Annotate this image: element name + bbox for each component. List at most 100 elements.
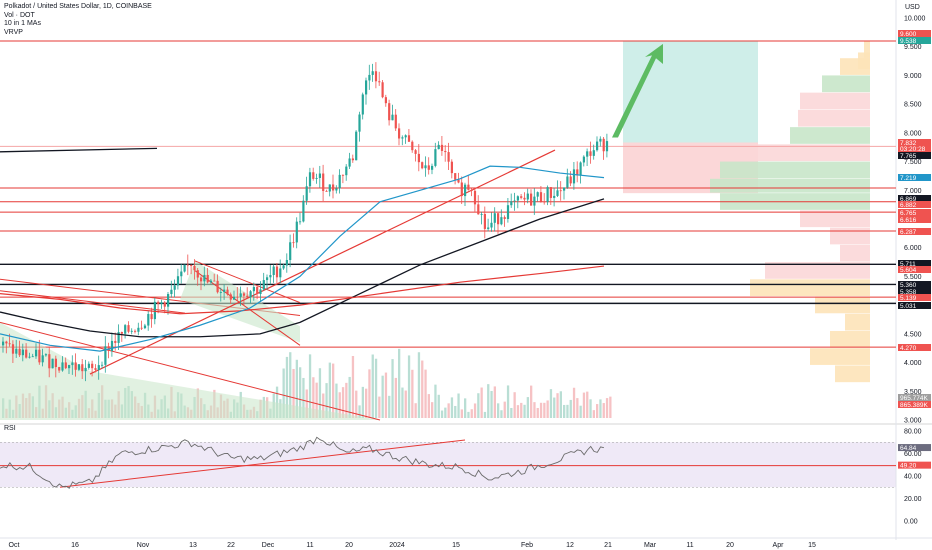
candle-body bbox=[104, 346, 107, 365]
candle-body bbox=[526, 193, 529, 200]
candle-body bbox=[223, 289, 226, 293]
candle-body bbox=[596, 141, 599, 151]
candle-body bbox=[289, 242, 292, 261]
price-tick-label: 3.000 bbox=[904, 418, 922, 425]
volume-profile-bar bbox=[830, 330, 870, 348]
price-tick-label: 9.500 bbox=[904, 44, 922, 51]
candle-body bbox=[186, 264, 189, 266]
candle-body bbox=[454, 173, 457, 180]
symbol-title[interactable]: Polkadot / United States Dollar, 1D, COI… bbox=[4, 3, 152, 10]
volume-bar bbox=[566, 404, 569, 418]
volume-bar bbox=[493, 386, 496, 418]
volume-bar bbox=[351, 355, 355, 418]
candle-body bbox=[589, 151, 592, 156]
time-tick-label: Apr bbox=[773, 542, 785, 549]
candle-body bbox=[450, 161, 453, 174]
candle-body bbox=[440, 144, 444, 151]
volume-bar bbox=[609, 396, 612, 418]
candle-body bbox=[424, 165, 427, 169]
candle-body bbox=[341, 174, 345, 176]
price-tag bbox=[898, 401, 931, 408]
volume-bar bbox=[421, 360, 424, 418]
volume-bar bbox=[516, 405, 520, 418]
candle-body bbox=[302, 200, 305, 222]
candle-body bbox=[117, 332, 120, 343]
candle-body bbox=[242, 293, 246, 296]
price-tag-label: 9.538 bbox=[900, 38, 917, 45]
wedge-line bbox=[0, 321, 381, 421]
price-tag-label: 9.600 bbox=[900, 31, 917, 38]
volume-bar bbox=[338, 392, 341, 418]
vrvp-label[interactable]: VRVP bbox=[4, 28, 23, 36]
volume-bar bbox=[275, 386, 279, 418]
price-tag bbox=[898, 139, 931, 146]
volume-bar bbox=[523, 404, 526, 418]
candle-body bbox=[414, 150, 417, 154]
candle-body bbox=[322, 173, 325, 191]
candle-body bbox=[2, 341, 5, 346]
price-tag-label: 5.358 bbox=[900, 289, 917, 296]
candle-body bbox=[5, 341, 8, 344]
candle-body bbox=[447, 152, 450, 162]
volume-bar bbox=[520, 402, 523, 418]
time-tick-label: 22 bbox=[227, 542, 235, 549]
candle-body bbox=[266, 277, 269, 281]
candle-body bbox=[487, 227, 490, 229]
rsi-tick-label: 60.00 bbox=[904, 451, 922, 458]
candle-body bbox=[516, 196, 519, 201]
volume-bar bbox=[460, 409, 463, 418]
volume-profile-bar bbox=[720, 161, 870, 179]
price-tick-label: 5.500 bbox=[904, 274, 922, 281]
price-tick-label: 8.000 bbox=[904, 130, 922, 137]
volume-profile-bar bbox=[835, 365, 870, 383]
candle-body bbox=[120, 332, 123, 334]
moving-averages-label[interactable]: 10 in 1 MAs bbox=[4, 20, 41, 27]
price-tag bbox=[898, 30, 931, 37]
volume-bar bbox=[358, 405, 361, 418]
volume-bar bbox=[497, 403, 500, 418]
candle-body bbox=[427, 165, 430, 170]
time-tick-label: Oct bbox=[9, 542, 20, 549]
volume-bar bbox=[427, 394, 430, 418]
volume-bar bbox=[513, 392, 516, 418]
candle-body bbox=[592, 150, 595, 156]
candle-body bbox=[490, 222, 493, 228]
candle-body bbox=[371, 71, 374, 75]
candle-body bbox=[18, 348, 21, 356]
candle-body bbox=[150, 314, 153, 320]
candle-body bbox=[81, 364, 84, 372]
candle-body bbox=[312, 172, 315, 179]
volume-bar bbox=[312, 377, 315, 418]
candle-body bbox=[355, 131, 358, 161]
candle-body bbox=[68, 365, 71, 369]
volume-bar bbox=[602, 403, 605, 418]
volume-bar bbox=[335, 383, 338, 418]
volume-bar bbox=[407, 355, 411, 418]
candle-body bbox=[160, 302, 163, 304]
volume-bar bbox=[533, 402, 536, 418]
candle-body bbox=[84, 367, 87, 372]
candle-body bbox=[216, 280, 219, 293]
volume-bar bbox=[394, 377, 397, 418]
volume-bar bbox=[549, 389, 553, 418]
rsi-title[interactable]: RSI bbox=[4, 425, 16, 432]
time-tick-label: 13 bbox=[189, 542, 197, 549]
volume-indicator-label[interactable]: Vol · DOT bbox=[4, 11, 35, 19]
volume-bar bbox=[328, 362, 331, 418]
price-tag-label: 5.360 bbox=[900, 282, 917, 289]
time-tick-label: 21 bbox=[604, 542, 612, 549]
candle-body bbox=[407, 135, 411, 142]
candle-body bbox=[553, 195, 556, 198]
volume-bar bbox=[444, 407, 447, 418]
candle-body bbox=[35, 349, 38, 357]
candle-body bbox=[351, 158, 354, 161]
chart-legend: Polkadot / United States Dollar, 1D, COI… bbox=[4, 3, 152, 37]
volume-bar bbox=[315, 382, 318, 418]
time-tick-label: 2024 bbox=[389, 542, 405, 549]
candle-body bbox=[378, 81, 381, 83]
price-tag-label: 5.139 bbox=[900, 295, 917, 302]
candle-body bbox=[576, 169, 579, 176]
price-tag-label: 4.270 bbox=[900, 345, 917, 352]
price-tag bbox=[898, 260, 931, 267]
